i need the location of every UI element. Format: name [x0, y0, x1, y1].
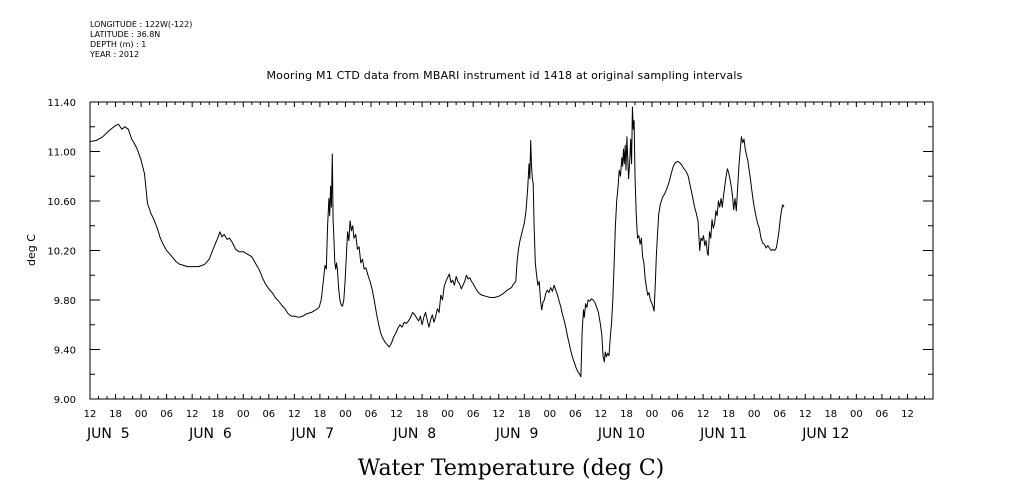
temperature-series-line: [89, 106, 785, 378]
x-tick-label: 06: [160, 409, 173, 420]
x-tick-label: 18: [416, 409, 429, 420]
x-day-label: JUN 8: [393, 426, 437, 442]
plot-frame: [89, 101, 934, 400]
x-axis-label: Water Temperature (deg C): [358, 456, 665, 481]
x-tick-label: 00: [441, 409, 454, 420]
x-tick-label: 00: [237, 409, 250, 420]
x-tick-label: 12: [186, 409, 199, 420]
y-axis: 9.00 9.40 9.80 10.20 10.60 11.00 11.40: [47, 98, 933, 406]
x-tick-label: 18: [109, 409, 122, 420]
y-tick-label: 9.80: [54, 296, 76, 307]
x-tick-label: 00: [748, 409, 761, 420]
y-tick-label: 9.40: [54, 346, 76, 357]
x-axis: 12 18 00 06 12 18 00 06 12 18 00 06 12 18 00 06 12 18 00 06…: [84, 102, 934, 442]
x-tick-label: 12: [595, 409, 608, 420]
x-tick-label: 12: [492, 409, 505, 420]
x-tick-label: 18: [518, 409, 531, 420]
x-tick-label: 00: [646, 409, 659, 420]
latitude-label: LATITUDE : 36.8N: [90, 30, 161, 39]
x-day-label: JUN 7: [290, 426, 334, 442]
series-layer: [89, 106, 785, 378]
x-day-label: JUN 11: [699, 426, 747, 442]
x-tick-label: 18: [314, 409, 327, 420]
x-tick-label: 12: [901, 409, 914, 420]
y-tick-label: 11.00: [47, 148, 76, 159]
x-tick-label: 12: [390, 409, 403, 420]
y-tick-label: 9.00: [54, 395, 76, 406]
x-tick-label: 00: [339, 409, 352, 420]
y-tick-label: 10.20: [47, 247, 76, 258]
chart-title: Mooring M1 CTD data from MBARI instrumen…: [266, 69, 743, 82]
x-tick-label: 00: [543, 409, 556, 420]
x-tick-label: 12: [697, 409, 710, 420]
x-tick-label: 06: [365, 409, 378, 420]
x-tick-label: 18: [722, 409, 735, 420]
y-axis-label: deg C: [25, 234, 38, 266]
metadata-block: LONGITUDE : 122W(-122) LATITUDE : 36.8N …: [90, 20, 192, 60]
x-day-label: JUN 9: [495, 426, 539, 442]
x-tick-label: 06: [773, 409, 786, 420]
depth-label: DEPTH (m) : 1: [90, 40, 147, 49]
x-day-label: JUN 5: [86, 426, 130, 442]
x-tick-label: 18: [620, 409, 633, 420]
x-tick-label: 06: [262, 409, 275, 420]
year-label: YEAR : 2012: [90, 50, 140, 59]
y-tick-label: 11.40: [47, 98, 76, 109]
x-day-label: JUN 12: [801, 426, 849, 442]
x-tick-label: 06: [467, 409, 480, 420]
x-tick-label: 18: [824, 409, 837, 420]
x-tick-label: 12: [799, 409, 812, 420]
x-day-label: JUN 10: [597, 426, 645, 442]
x-tick-label: 18: [211, 409, 224, 420]
x-tick-label: 06: [671, 409, 684, 420]
longitude-label: LONGITUDE : 122W(-122): [90, 20, 193, 29]
x-tick-label: 12: [84, 409, 97, 420]
x-tick-label: 06: [876, 409, 889, 420]
x-tick-label: 06: [569, 409, 582, 420]
x-tick-label: 12: [288, 409, 301, 420]
x-tick-label: 00: [850, 409, 863, 420]
x-tick-label: 00: [135, 409, 148, 420]
x-day-label: JUN 6: [188, 426, 232, 442]
y-tick-label: 10.60: [47, 197, 76, 208]
